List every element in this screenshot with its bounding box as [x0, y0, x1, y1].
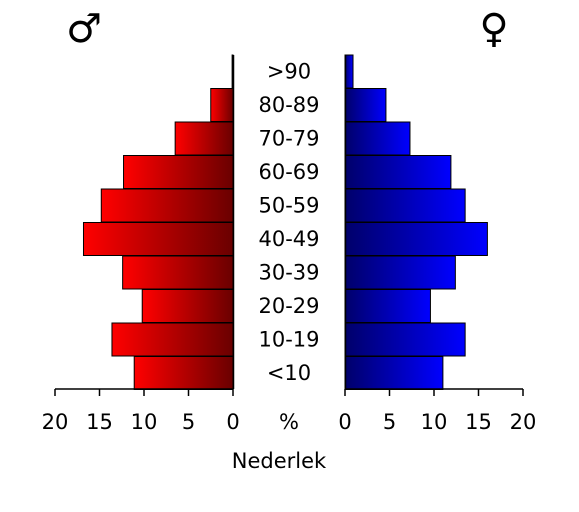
- male-bar: [174, 121, 234, 156]
- female-bars: [344, 54, 488, 390]
- female-axis-tick-label: 10: [421, 410, 448, 434]
- male-bar: [141, 289, 234, 323]
- male-axis-tick-label: 20: [42, 410, 69, 434]
- female-bar: [344, 289, 431, 323]
- female-bar: [344, 255, 456, 290]
- age-group-labels: >90 80-89 70-79 60-69 50-59 40-49 30-39 20-29 10…: [258, 60, 319, 386]
- male-bar: [122, 255, 234, 290]
- female-axis-tick-label: 0: [338, 410, 351, 434]
- male-bar: [100, 188, 234, 223]
- male-symbol-icon: ♂: [66, 6, 102, 52]
- age-group-label: 70-79: [258, 127, 319, 151]
- female-axis-tick-label: 20: [510, 410, 537, 434]
- female-symbol-icon: ♀: [479, 6, 508, 52]
- female-bar: [344, 121, 411, 156]
- female-bar: [344, 356, 444, 390]
- female-axis-tick-label: 5: [383, 410, 396, 434]
- female-bar: [344, 155, 452, 189]
- male-axis-tick-label: 0: [226, 410, 239, 434]
- female-bar: [344, 88, 387, 122]
- male-bar: [111, 322, 234, 357]
- female-bar: [344, 322, 466, 357]
- male-axis-tick-label: 10: [131, 410, 158, 434]
- female-bar: [344, 188, 466, 223]
- center-axis-label: %: [279, 410, 299, 434]
- male-bar: [123, 155, 234, 189]
- female-x-axis: 0 5 10 15 20: [338, 388, 537, 434]
- age-group-label: 60-69: [258, 160, 319, 184]
- age-group-label: <10: [267, 361, 311, 385]
- male-bars: [82, 54, 234, 390]
- age-group-label: >90: [267, 60, 311, 84]
- male-bar: [210, 88, 234, 122]
- x-axis-title: Nederlek: [232, 449, 327, 473]
- age-group-label: 80-89: [258, 93, 319, 117]
- male-axis-tick-label: 5: [182, 410, 195, 434]
- age-group-label: 30-39: [258, 261, 319, 285]
- male-bar: [82, 222, 234, 256]
- age-group-label: 40-49: [258, 227, 319, 251]
- female-axis-tick-label: 15: [465, 410, 492, 434]
- male-axis-tick-label: 15: [86, 410, 113, 434]
- age-group-label: 20-29: [258, 294, 319, 318]
- male-x-axis: 20 15 10 5 0: [42, 388, 240, 434]
- female-bar: [344, 222, 488, 256]
- age-group-label: 10-19: [258, 328, 319, 352]
- male-bar: [133, 356, 234, 390]
- age-group-label: 50-59: [258, 194, 319, 218]
